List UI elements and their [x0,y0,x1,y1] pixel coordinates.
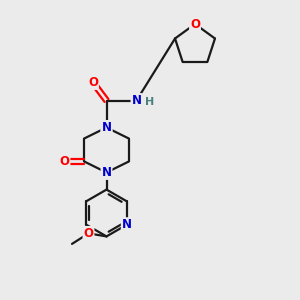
Text: O: O [190,17,200,31]
Text: H: H [146,97,154,107]
Text: N: N [122,218,132,231]
Text: O: O [83,227,94,240]
Text: N: N [101,121,112,134]
Text: N: N [131,94,142,107]
Text: O: O [88,76,98,89]
Text: N: N [101,121,112,134]
Text: N: N [101,166,112,179]
Text: O: O [59,155,70,168]
